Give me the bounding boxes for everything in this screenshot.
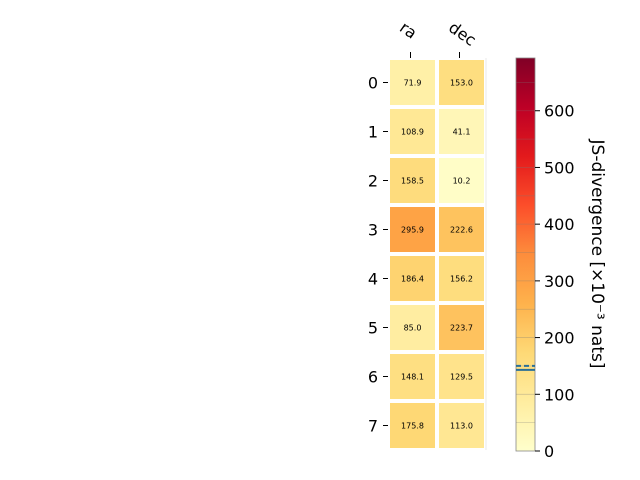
cell-value-label: 113.0 (450, 422, 473, 431)
colorbar-label: JS-divergence [×10⁻³ nats] (587, 139, 607, 369)
row-labels: 0 1 2 3 4 5 6 7 (368, 74, 388, 436)
cell-value-label: 223.7 (450, 324, 473, 333)
row-tick-label: 2 (368, 172, 378, 191)
column-tick-label: dec (445, 18, 479, 50)
cell-value-label: 85.0 (404, 324, 422, 333)
heatmap-cell (439, 109, 484, 154)
cell-value-label: 129.5 (450, 373, 473, 382)
colorbar-tick-label: 400 (544, 215, 575, 234)
heatmap-cell (390, 207, 435, 252)
colorbar-tick-label: 500 (544, 158, 575, 177)
colorbar-tick-label: 300 (544, 272, 575, 291)
row-tick-label: 3 (368, 221, 378, 240)
cell-value-label: 108.9 (401, 128, 424, 137)
heatmap-cell (439, 207, 484, 252)
cell-value-label: 175.8 (401, 422, 424, 431)
cell-value-label: 71.9 (404, 79, 422, 88)
heatmap-cell (439, 354, 484, 399)
row-tick-label: 5 (368, 319, 378, 338)
colorbar-tick-label: 200 (544, 329, 575, 348)
heatmap-cell (390, 305, 435, 350)
cell-value-label: 41.1 (453, 128, 471, 137)
colorbar-markers (516, 364, 535, 371)
heatmap-cells: 71.9 153.0 108.9 41.1 158.5 10.2 295.9 222.6 186… (390, 58, 487, 450)
cell-value-label: 186.4 (401, 275, 424, 284)
cell-value-label: 10.2 (453, 177, 471, 186)
row-tick-label: 1 (368, 123, 378, 142)
heatmap-cell (439, 60, 484, 105)
cell-value-label: 156.2 (450, 275, 473, 284)
heatmap-cell (390, 109, 435, 154)
row-tick-label: 6 (368, 368, 378, 387)
column-labels: ra dec (396, 18, 480, 58)
column-tick-label: ra (396, 18, 420, 43)
cell-value-label: 148.1 (401, 373, 424, 382)
heatmap-cell (439, 305, 484, 350)
heatmap-cell (439, 403, 484, 448)
cell-value-label: 295.9 (401, 226, 424, 235)
colorbar-tick-label: 600 (544, 102, 575, 121)
colorbar: 0 100 200 300 400 500 600 JS-divergence [×10⁻³… (515, 57, 607, 461)
cell-value-label: 222.6 (450, 226, 473, 235)
cell-value-label: 153.0 (450, 79, 473, 88)
colorbar-tick-label: 0 (544, 442, 554, 461)
heatmap-cell (390, 403, 435, 448)
heatmap-cell (390, 256, 435, 301)
heatmap-cell (390, 354, 435, 399)
heatmap-cell (439, 256, 484, 301)
colorbar-ticks: 0 100 200 300 400 500 600 (535, 102, 575, 461)
row-tick-label: 4 (368, 270, 378, 289)
heatmap-cell (390, 60, 435, 105)
colorbar-gradient (515, 57, 536, 452)
row-tick-label: 0 (368, 74, 378, 93)
row-tick-label: 7 (368, 417, 378, 436)
heatmap-cell (439, 158, 484, 203)
cell-value-label: 158.5 (401, 177, 424, 186)
heatmap-cell (390, 158, 435, 203)
colorbar-tick-label: 100 (544, 385, 575, 404)
